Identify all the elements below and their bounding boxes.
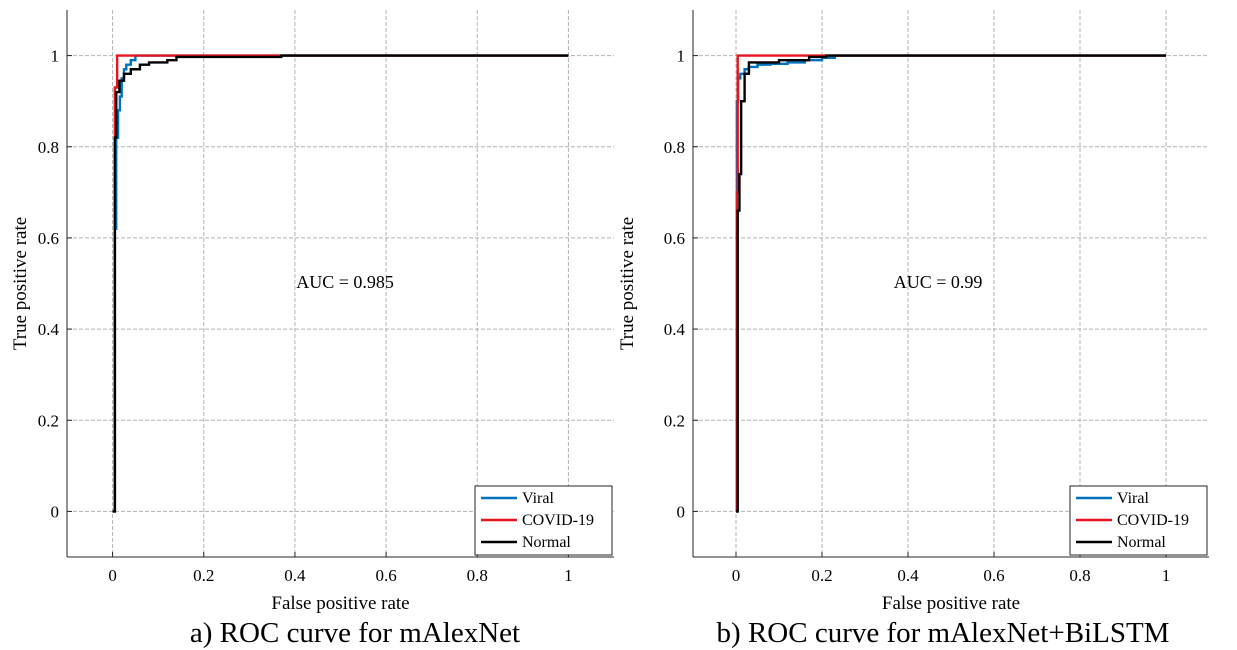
x-tick-label: 0.4: [284, 566, 306, 585]
y-tick-label: 0.2: [38, 411, 59, 430]
roc-curve-viral: [112, 54, 569, 513]
y-tick-label: 1: [51, 47, 60, 66]
x-tick-label: 0.2: [811, 566, 832, 585]
legend-label: Viral: [1117, 490, 1149, 507]
chart-panel-2: 0 0.2 0.4 0.6 0.8 1 0 0.2 0.4 0.6 0.8 1 False positi…: [617, 10, 1209, 649]
legend-label: Viral: [522, 490, 554, 507]
y-axis-label: True positive rate: [10, 217, 31, 350]
x-axis-label: False positive rate: [271, 593, 409, 614]
x-tick-label: 0: [108, 566, 117, 585]
x-tick-label: 0.4: [897, 566, 919, 585]
legend-label: Normal: [522, 534, 571, 551]
x-tick-label: 0.2: [193, 566, 214, 585]
x-tick-label: 0.6: [983, 566, 1004, 585]
roc-curve-normal: [112, 54, 569, 513]
auc-annotation: AUC = 0.985: [296, 272, 394, 292]
x-tick-label: 0: [732, 566, 741, 585]
x-tick-label: 0.8: [1069, 566, 1090, 585]
x-axis-label: False positive rate: [882, 593, 1020, 614]
chart-panel-1: 0 0.2 0.4 0.6 0.8 1 0 0.2 0.4 0.6 0.8 1 False positi…: [10, 10, 614, 649]
x-tick-label: 0.8: [467, 566, 488, 585]
y-tick-label: 1: [677, 47, 686, 66]
x-tick-label: 1: [1162, 566, 1171, 585]
y-tick-label: 0.8: [664, 138, 685, 157]
legend-label: Normal: [1117, 534, 1166, 551]
y-tick-label: 0: [51, 502, 60, 521]
y-tick-label: 0.4: [38, 320, 60, 339]
auc-annotation: AUC = 0.99: [894, 272, 983, 292]
x-tick-label: 0.6: [375, 566, 396, 585]
y-tick-label: 0.6: [664, 229, 685, 248]
legend: Viral COVID-19 Normal: [474, 485, 613, 556]
y-axis-label: True positive rate: [617, 217, 638, 350]
y-tick-label: 0: [677, 502, 686, 521]
legend-label: COVID-19: [522, 512, 594, 529]
y-tick-label: 0.2: [664, 411, 685, 430]
legend: Viral COVID-19 Normal: [1069, 485, 1208, 556]
chart-title: b) ROC curve for mAlexNet+BiLSTM: [717, 617, 1170, 649]
y-tick-label: 0.6: [38, 229, 59, 248]
chart-title: a) ROC curve for mAlexNet: [190, 617, 520, 649]
roc-curve-normal: [736, 54, 1166, 513]
legend-label: COVID-19: [1117, 512, 1189, 529]
y-tick-label: 0.4: [664, 320, 686, 339]
y-tick-label: 0.8: [38, 138, 59, 157]
x-tick-label: 1: [564, 566, 573, 585]
